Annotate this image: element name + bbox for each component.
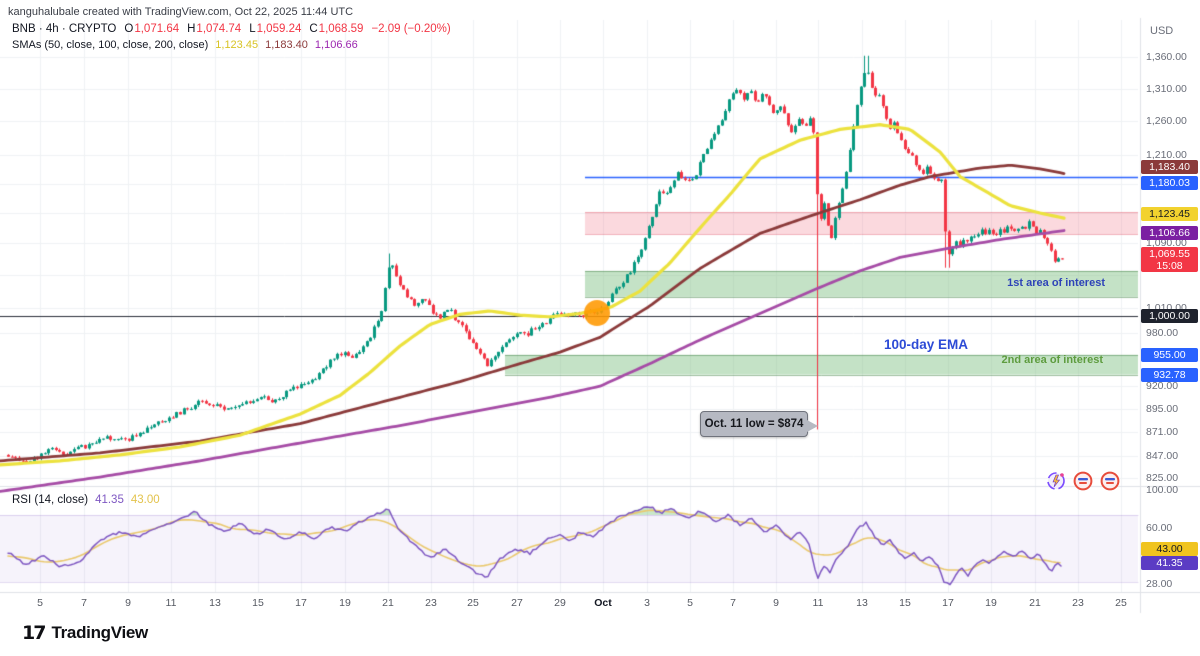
- sticker-group: [1046, 471, 1120, 491]
- time-axis-label: 21: [1029, 597, 1041, 609]
- time-axis-label: 5: [687, 597, 693, 609]
- time-axis-label: 23: [425, 597, 437, 609]
- time-axis-label: 3: [644, 597, 650, 609]
- time-axis-label: 29: [554, 597, 566, 609]
- price-badge: 932.78: [1141, 367, 1198, 382]
- rsi-badge: 41.35: [1141, 556, 1198, 570]
- time-axis-label: 25: [467, 597, 479, 609]
- time-axis-label: 7: [730, 597, 736, 609]
- price-axis-label: 1,360.00: [1146, 51, 1187, 63]
- rsi-indicator-legend[interactable]: RSI (14, close) 41.35 43.00: [12, 494, 160, 506]
- time-axis-label: 13: [856, 597, 868, 609]
- rsi-axis-label: 100.00: [1146, 484, 1179, 496]
- price-badge: 1,069.55 15:08: [1141, 247, 1198, 273]
- legend-item: BNB · 4h · CRYPTO: [12, 23, 117, 35]
- time-axis-label: 13: [209, 597, 221, 609]
- time-axis-label: 17: [942, 597, 954, 609]
- tradingview-logo[interactable]: 17 TradingView: [22, 622, 148, 644]
- time-axis-label: 27: [511, 597, 523, 609]
- legend-item: 1,074.74: [196, 23, 242, 35]
- legend-item: 1,071.64: [134, 23, 180, 35]
- annotation-area2[interactable]: 2nd area of interest: [1001, 354, 1103, 366]
- price-axis-label: 847.00: [1146, 449, 1179, 462]
- time-axis-label: 5: [37, 597, 43, 609]
- annotation-area1[interactable]: 1st area of interest: [1007, 277, 1105, 289]
- price-axis-label: 895.00: [1146, 403, 1179, 416]
- legend-item: H: [187, 23, 196, 35]
- time-axis-label: 25: [1115, 597, 1127, 609]
- legend-item: SMAs (50, close, 100, close, 200, close): [12, 39, 209, 51]
- time-axis-label: 15: [252, 597, 264, 609]
- callout-oct11-low[interactable]: Oct. 11 low = $874: [700, 411, 818, 437]
- price-badge: 1,106.66: [1141, 225, 1198, 240]
- price-axis-label: 1,210.00: [1146, 149, 1187, 162]
- currency-label: USD: [1150, 25, 1174, 37]
- price-badge: 1,123.45: [1141, 206, 1198, 221]
- annotation-ema[interactable]: 100-day EMA: [884, 337, 969, 352]
- comet-sticker-icon: [1046, 471, 1066, 491]
- sma-indicator-legend[interactable]: SMAs (50, close, 100, close, 200, close)…: [12, 39, 358, 51]
- time-axis-label: 9: [773, 597, 779, 609]
- price-axis-label: 1,090.00: [1146, 237, 1187, 250]
- legend-item: 1,059.24: [256, 23, 302, 35]
- time-axis-label: 11: [812, 597, 824, 609]
- legend-item: C: [309, 23, 318, 35]
- rsi-axis-label: 28.00: [1146, 578, 1173, 590]
- price-axis-label: 920.00: [1146, 380, 1179, 393]
- price-badge: 1,180.03: [1141, 175, 1198, 190]
- legend-item: 1,123.45: [215, 39, 259, 51]
- price-axis-label: 980.00: [1146, 327, 1179, 340]
- rsi-badge: 43.00: [1141, 542, 1198, 556]
- legend-item: O: [124, 23, 134, 35]
- callout-text: Oct. 11 low = $874: [704, 418, 804, 430]
- legend-item: RSI (14, close): [12, 494, 89, 506]
- price-badge: 1,183.40: [1141, 160, 1198, 175]
- tradingview-logo-text: TradingView: [51, 623, 148, 642]
- time-axis-label: 15: [899, 597, 911, 609]
- symbol-legend[interactable]: BNB · 4h · CRYPTO O1,071.64 H1,074.74 L1,05…: [12, 23, 451, 35]
- attribution-text: kanguhalubale created with TradingView.c…: [8, 6, 354, 18]
- price-axis-label: 1,310.00: [1146, 82, 1187, 95]
- callout-pointer-icon: [807, 420, 818, 432]
- legend-item: L: [249, 23, 256, 35]
- rsi-axis-label: 60.00: [1146, 522, 1173, 534]
- legend-item: 41.35: [95, 494, 124, 506]
- badge-sticker-icon-2: [1100, 471, 1120, 491]
- tradingview-logo-icon: 17: [22, 622, 46, 644]
- time-axis-label: 11: [165, 597, 177, 609]
- price-badge: 955.00: [1141, 347, 1198, 362]
- time-axis-label: 9: [125, 597, 131, 609]
- price-axis-label: 825.00: [1146, 472, 1179, 485]
- time-axis-label: 7: [81, 597, 87, 609]
- price-axis-label: 1,260.00: [1146, 115, 1187, 128]
- price-badge: 1,000.00: [1141, 309, 1198, 323]
- legend-item: 1,106.66: [314, 39, 358, 51]
- time-axis-label: 17: [295, 597, 307, 609]
- time-axis-label: 19: [339, 597, 351, 609]
- legend-item: 1,068.59: [318, 23, 364, 35]
- time-axis-label: Oct: [594, 597, 612, 609]
- time-axis-label: 21: [382, 597, 394, 609]
- legend-item: 43.00: [130, 494, 160, 506]
- time-axis-label: 23: [1072, 597, 1084, 609]
- badge-sticker-icon-1: [1073, 471, 1093, 491]
- legend-item: 1,183.40: [265, 39, 308, 51]
- time-axis-label: 19: [985, 597, 997, 609]
- legend-item: −2.09 (−0.20%): [371, 23, 451, 35]
- price-axis-label: 871.00: [1146, 426, 1179, 439]
